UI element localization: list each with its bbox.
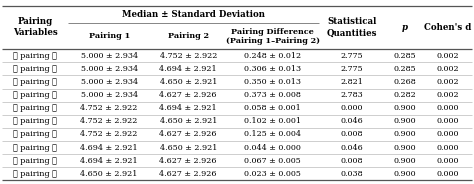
Text: Median ± Standard Deviation: Median ± Standard Deviation	[122, 10, 265, 19]
Text: 0.268: 0.268	[393, 78, 416, 86]
Text: 4.627 ± 2.926: 4.627 ± 2.926	[159, 130, 217, 138]
Text: ① pairing ⑤: ① pairing ⑤	[13, 91, 57, 99]
Text: 0.900: 0.900	[393, 157, 416, 165]
Text: 2.775: 2.775	[340, 52, 363, 60]
Text: ① pairing ②: ① pairing ②	[13, 52, 57, 60]
Text: ② pairing ③: ② pairing ③	[13, 104, 57, 112]
Text: 5.000 ± 2.934: 5.000 ± 2.934	[81, 91, 138, 99]
Text: 4.694 ± 2.921: 4.694 ± 2.921	[80, 157, 138, 165]
Text: 0.285: 0.285	[393, 52, 416, 60]
Text: 0.248 ± 0.012: 0.248 ± 0.012	[244, 52, 301, 60]
Text: 4.752 ± 2.922: 4.752 ± 2.922	[81, 117, 138, 125]
Text: 2.821: 2.821	[340, 78, 363, 86]
Text: 0.000: 0.000	[437, 104, 459, 112]
Text: 4.694 ± 2.921: 4.694 ± 2.921	[80, 144, 138, 152]
Text: 0.285: 0.285	[393, 65, 416, 73]
Text: 4.627 ± 2.926: 4.627 ± 2.926	[159, 170, 217, 178]
Text: 0.002: 0.002	[437, 52, 459, 60]
Text: Pairing Difference
(Pairing 1–Pairing 2): Pairing Difference (Pairing 1–Pairing 2)	[226, 28, 319, 45]
Text: 0.000: 0.000	[437, 144, 459, 152]
Text: 0.002: 0.002	[437, 78, 459, 86]
Text: 0.046: 0.046	[340, 117, 363, 125]
Text: 4.627 ± 2.926: 4.627 ± 2.926	[159, 91, 217, 99]
Text: 0.008: 0.008	[340, 157, 363, 165]
Text: 0.900: 0.900	[393, 144, 416, 152]
Text: ② pairing ⑤: ② pairing ⑤	[13, 130, 57, 138]
Text: 0.023 ± 0.005: 0.023 ± 0.005	[244, 170, 301, 178]
Text: 4.752 ± 2.922: 4.752 ± 2.922	[81, 130, 138, 138]
Text: 0.000: 0.000	[340, 104, 363, 112]
Text: 5.000 ± 2.934: 5.000 ± 2.934	[81, 78, 138, 86]
Text: Cohen's d: Cohen's d	[424, 23, 472, 32]
Text: ③ pairing ④: ③ pairing ④	[13, 144, 57, 152]
Text: 4.752 ± 2.922: 4.752 ± 2.922	[81, 104, 138, 112]
Text: ① pairing ③: ① pairing ③	[13, 65, 57, 73]
Text: 4.627 ± 2.926: 4.627 ± 2.926	[159, 157, 217, 165]
Text: 4.650 ± 2.921: 4.650 ± 2.921	[160, 78, 217, 86]
Text: 2.783: 2.783	[340, 91, 363, 99]
Text: Pairing 1: Pairing 1	[89, 32, 130, 40]
Text: 0.038: 0.038	[340, 170, 363, 178]
Text: 0.900: 0.900	[393, 130, 416, 138]
Text: 4.650 ± 2.921: 4.650 ± 2.921	[160, 117, 217, 125]
Text: 4.752 ± 2.922: 4.752 ± 2.922	[160, 52, 217, 60]
Text: 5.000 ± 2.934: 5.000 ± 2.934	[81, 65, 138, 73]
Text: 2.775: 2.775	[340, 65, 363, 73]
Text: ② pairing ④: ② pairing ④	[13, 117, 57, 125]
Text: 0.306 ± 0.013: 0.306 ± 0.013	[244, 65, 301, 73]
Text: 0.002: 0.002	[437, 65, 459, 73]
Text: 0.000: 0.000	[437, 170, 459, 178]
Text: 4.694 ± 2.921: 4.694 ± 2.921	[159, 104, 217, 112]
Text: Pairing 2: Pairing 2	[168, 32, 209, 40]
Text: 0.067 ± 0.005: 0.067 ± 0.005	[244, 157, 301, 165]
Text: 4.650 ± 2.921: 4.650 ± 2.921	[160, 144, 217, 152]
Text: 4.650 ± 2.921: 4.650 ± 2.921	[81, 170, 138, 178]
Text: 0.350 ± 0.013: 0.350 ± 0.013	[244, 78, 301, 86]
Text: 5.000 ± 2.934: 5.000 ± 2.934	[81, 52, 138, 60]
Text: 0.373 ± 0.008: 0.373 ± 0.008	[244, 91, 301, 99]
Text: ① pairing ④: ① pairing ④	[13, 78, 57, 86]
Text: 0.044 ± 0.000: 0.044 ± 0.000	[244, 144, 301, 152]
Text: 0.008: 0.008	[340, 130, 363, 138]
Text: 0.000: 0.000	[437, 157, 459, 165]
Text: 0.900: 0.900	[393, 117, 416, 125]
Text: 0.046: 0.046	[340, 144, 363, 152]
Text: 0.000: 0.000	[437, 117, 459, 125]
Text: 0.125 ± 0.004: 0.125 ± 0.004	[244, 130, 301, 138]
Text: Statistical
Quantities: Statistical Quantities	[327, 17, 377, 37]
Text: 0.102 ± 0.001: 0.102 ± 0.001	[244, 117, 301, 125]
Text: 0.000: 0.000	[437, 130, 459, 138]
Text: Pairing
Variables: Pairing Variables	[13, 17, 58, 37]
Text: ④ pairing ⑤: ④ pairing ⑤	[13, 170, 57, 178]
Text: 0.900: 0.900	[393, 170, 416, 178]
Text: 0.900: 0.900	[393, 104, 416, 112]
Text: 4.694 ± 2.921: 4.694 ± 2.921	[159, 65, 217, 73]
Text: p: p	[401, 23, 408, 32]
Text: 0.002: 0.002	[437, 91, 459, 99]
Text: ③ pairing ⑤: ③ pairing ⑤	[13, 157, 57, 165]
Text: 0.282: 0.282	[393, 91, 416, 99]
Text: 0.058 ± 0.001: 0.058 ± 0.001	[244, 104, 301, 112]
